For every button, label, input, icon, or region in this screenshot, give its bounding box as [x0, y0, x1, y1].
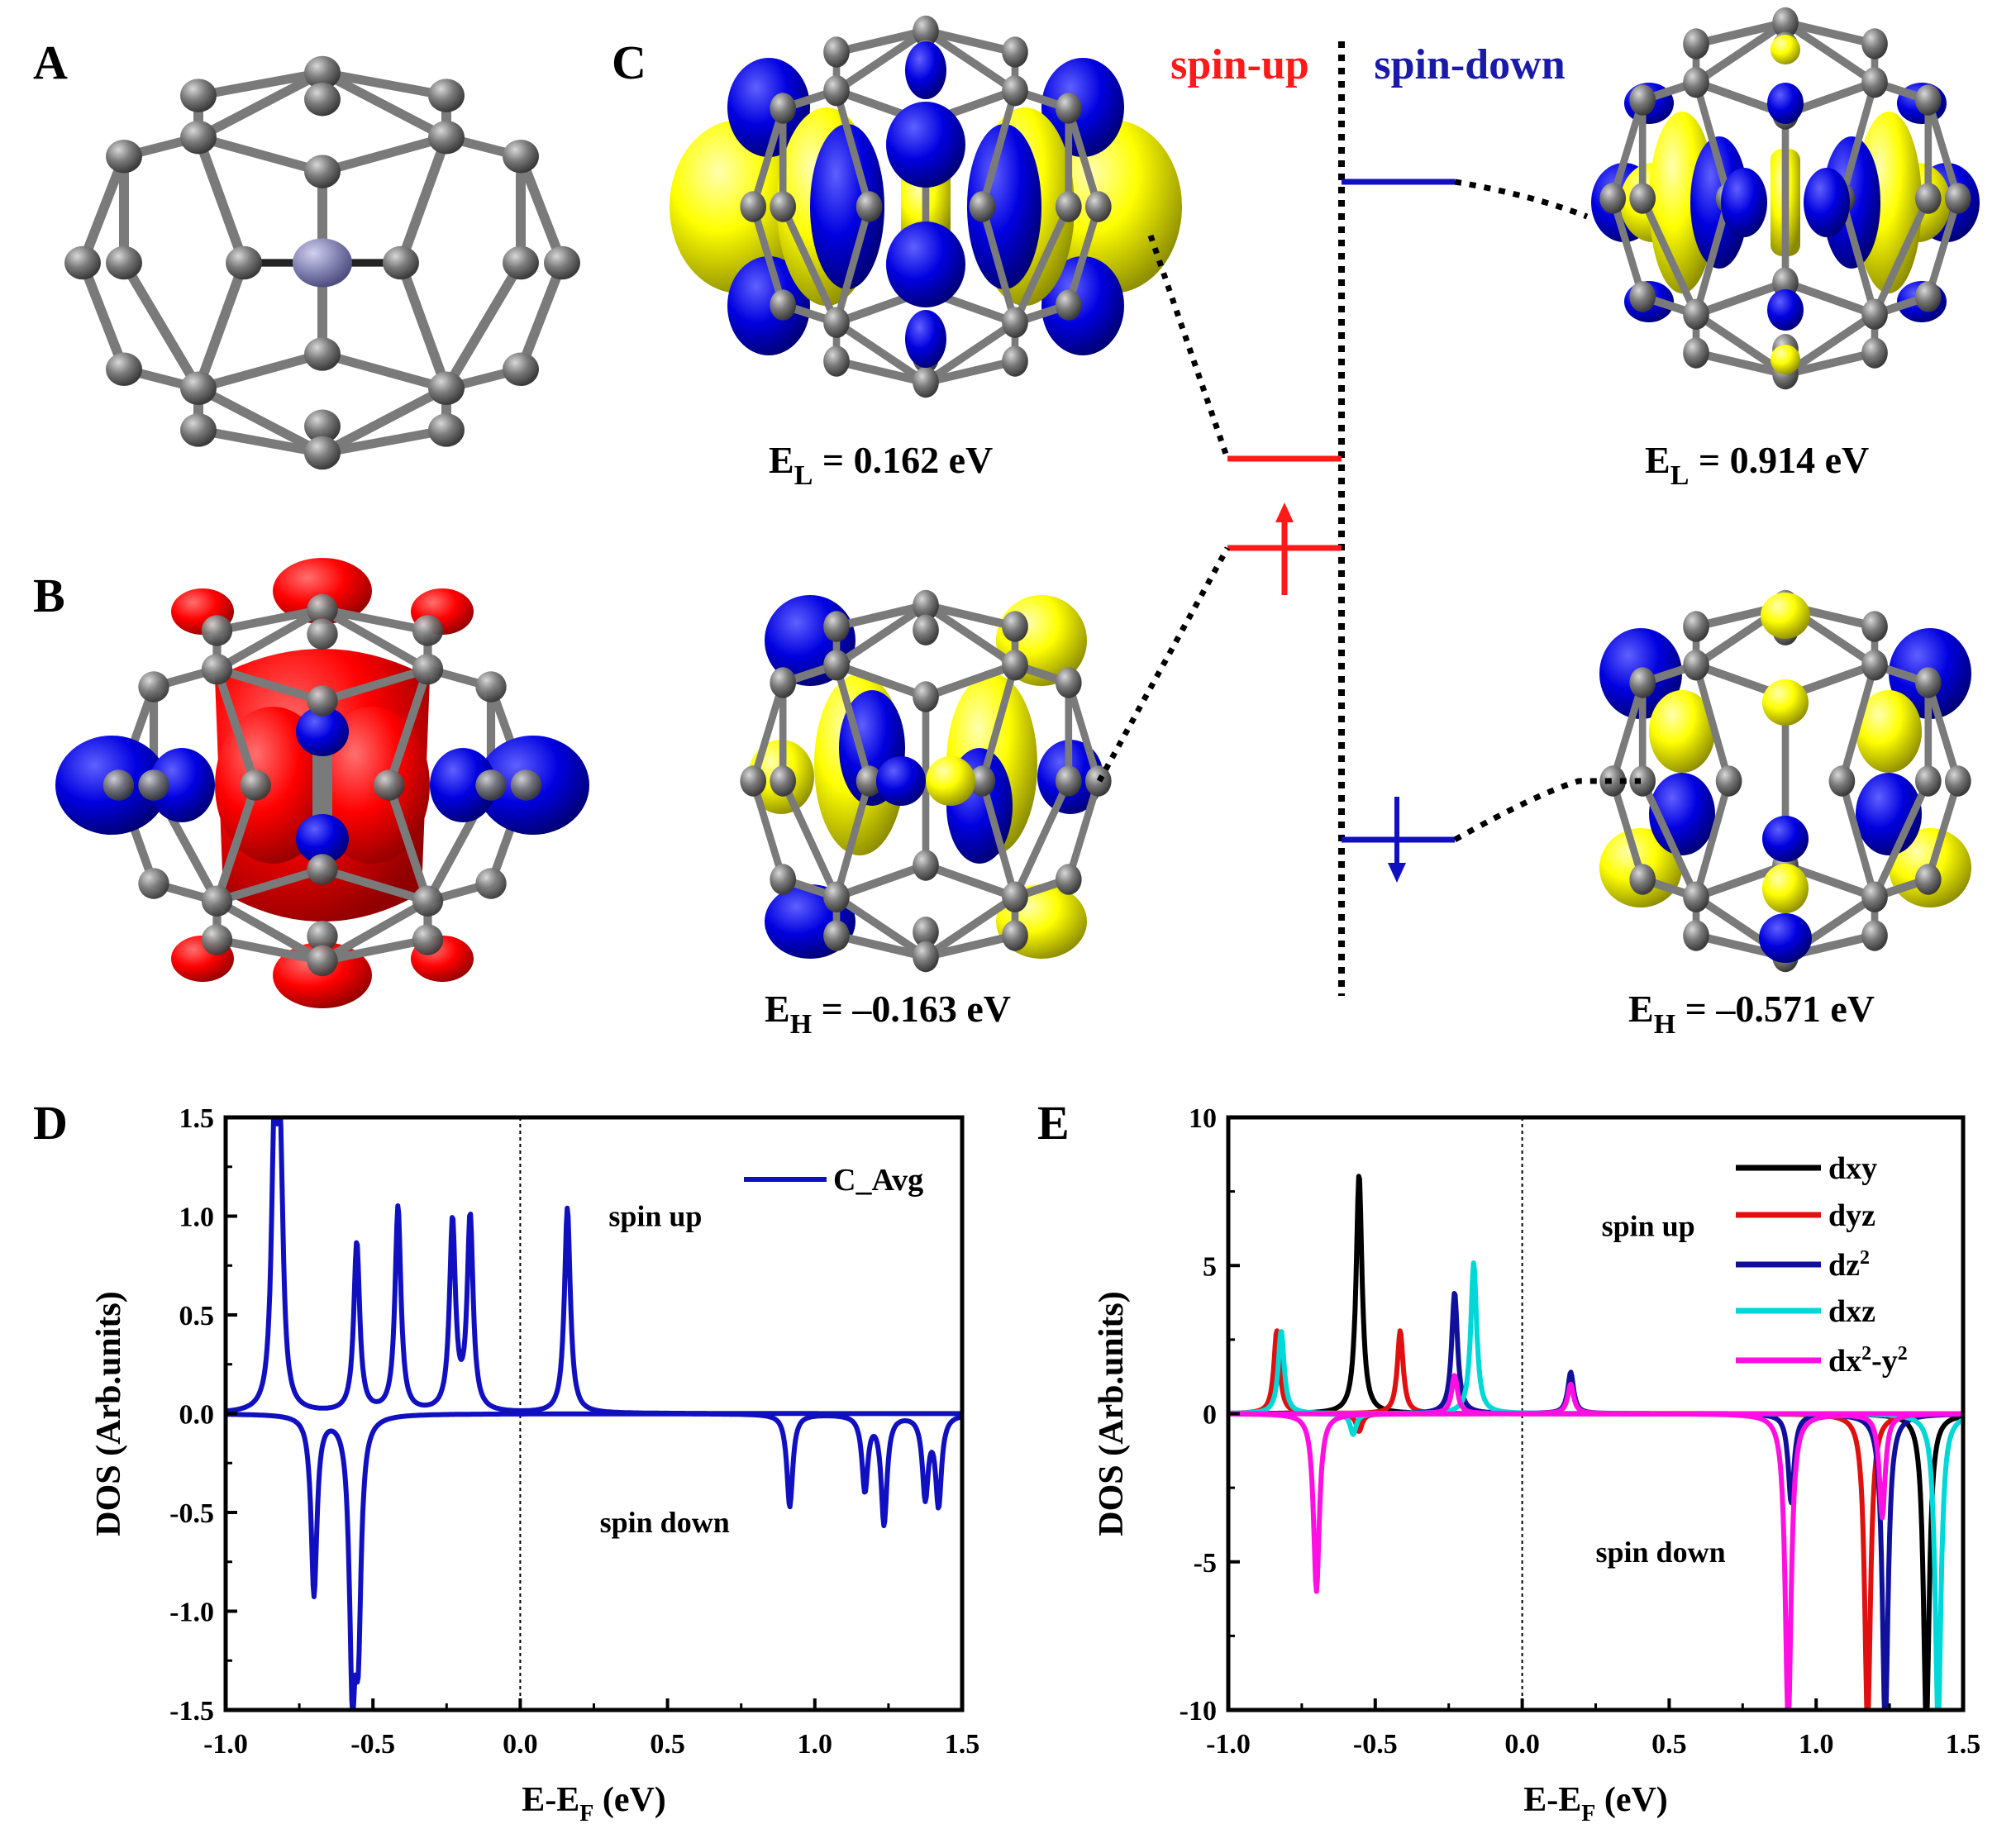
annotation-spin-down: spin down	[600, 1506, 730, 1539]
x-tick-label: 0.5	[1651, 1729, 1687, 1760]
y-tick-label: -0.5	[169, 1498, 214, 1529]
legend-label-dx2-y2: dx2-y2	[1828, 1343, 1908, 1379]
x-tick-label: -0.5	[1353, 1729, 1398, 1760]
annotation-spin-up: spin up	[1602, 1209, 1695, 1242]
orbital-spin-up-homo-image	[740, 590, 1111, 972]
x-tick-label: 1.0	[798, 1729, 833, 1760]
y-tick-label: 0	[1203, 1400, 1217, 1431]
y-tick-label: -10	[1180, 1696, 1217, 1727]
energy-label-spin-down-lumo: EL = 0.914 eV	[1645, 439, 1869, 491]
dos-curve-dxz-down	[1228, 1411, 1963, 1710]
panel-b: B	[33, 558, 589, 1008]
legend-label: C_Avg	[833, 1163, 923, 1198]
panel-label-b: B	[33, 569, 65, 622]
y-tick-label: 1.0	[179, 1203, 215, 1233]
dos-curve-dxy-down	[1228, 1411, 1963, 1710]
dos-curve-dx2-y2-down	[1228, 1411, 1963, 1710]
dos-curve-dxz-up	[1228, 1260, 1963, 1417]
y-tick-label: 10	[1189, 1103, 1217, 1134]
panel-label-c: C	[612, 36, 646, 89]
connector-up-homo	[1096, 546, 1231, 783]
legend-label-dyz: dyz	[1828, 1198, 1875, 1233]
y-tick-label: -1.5	[169, 1696, 214, 1727]
y-tick-label: 5	[1203, 1251, 1217, 1282]
orbital-spin-up-lumo-image	[670, 16, 1182, 398]
x-tick-label: 0.0	[1504, 1729, 1540, 1760]
x-tick-label: 1.0	[1799, 1729, 1834, 1760]
annotation-spin-down: spin down	[1596, 1536, 1726, 1569]
energy-level-diagram: spin-up spin-down	[1096, 41, 1641, 996]
connector-down-lumo	[1454, 179, 1589, 220]
panel-label-a: A	[33, 36, 68, 89]
x-tick-label: 0.0	[503, 1729, 538, 1760]
x-tick-label: 1.5	[945, 1729, 980, 1760]
x-tick-label: -1.0	[1206, 1729, 1251, 1760]
energy-label-spin-up-homo: EH = –0.163 eV	[765, 988, 1011, 1040]
spin-up-arrow-icon	[1275, 502, 1294, 595]
dos-chart-c-avg: -1.0 -0.5 0.0 0.5 1.0 1.5 1.5 1.0 0.5 0.0 -0.5 -1.0…	[90, 1103, 980, 1827]
annotation-spin-up: spin up	[608, 1199, 702, 1232]
x-axis-title: E-EF (eV)	[522, 1781, 666, 1827]
plot-area	[226, 1117, 962, 1710]
x-tick-label: -1.0	[203, 1729, 248, 1760]
y-tick-label: -1.0	[169, 1598, 214, 1628]
y-axis-title: DOS (Arb.units)	[90, 1291, 128, 1536]
x-axis-title: E-EF (eV)	[1523, 1781, 1668, 1827]
legend: C_Avg	[744, 1163, 923, 1198]
legend-label-dxy: dxy	[1828, 1151, 1877, 1186]
spin-down-title: spin-down	[1374, 41, 1565, 88]
legend-label-dz2: dz2	[1828, 1247, 1870, 1283]
panel-d: D -1.0 -0.5 0.0 0.5 1.0 1.51.51.00.50.0-0.5-1…	[33, 1096, 979, 1827]
y-tick-label: 0.0	[179, 1400, 215, 1431]
orbital-spin-down-homo-image	[1599, 590, 1971, 972]
cage-structure-image	[64, 55, 580, 470]
panel-label-e: E	[1037, 1096, 1070, 1150]
panel-label-d: D	[33, 1096, 68, 1150]
energy-label-spin-down-homo: EH = –0.571 eV	[1628, 988, 1875, 1040]
y-tick-label: -5	[1194, 1548, 1217, 1579]
panel-c: C EL = 0.162 eV	[612, 7, 1980, 1040]
orbital-spin-down-lumo-image	[1591, 7, 1980, 389]
metal-atom-icon	[293, 238, 352, 288]
panel-e: E -1.0 -0.5 0.0 0.5 1.0 1.5 10 5 0 -5 -10 E-EF (eV)…	[1037, 1096, 1980, 1827]
dos-curve-C_Avg-up	[226, 1117, 962, 1417]
dos-curve-dz2-down	[1228, 1411, 1963, 1710]
dos-chart-d-orbitals: -1.0 -0.5 0.0 0.5 1.0 1.5 10 5 0 -5 -10 E-EF (eV) DO…	[1093, 1103, 1980, 1827]
spin-up-title: spin-up	[1170, 41, 1309, 88]
y-axis-title: DOS (Arb.units)	[1093, 1291, 1131, 1536]
spin-down-arrow-icon	[1388, 797, 1406, 883]
dos-curve-dyz-down	[1228, 1411, 1963, 1710]
energy-label-spin-up-lumo: EL = 0.162 eV	[769, 439, 993, 491]
x-tick-label: 0.5	[650, 1729, 685, 1760]
dos-curve-C_Avg-down	[226, 1411, 962, 1710]
x-tick-label: -0.5	[350, 1729, 395, 1760]
y-tick-label: 1.5	[179, 1103, 215, 1134]
legend: dxy dyz dz2 dxz dx2-y2	[1736, 1151, 1908, 1379]
connector-up-lumo	[1147, 234, 1231, 460]
spin-density-image	[55, 558, 589, 1008]
x-tick-label: 1.5	[1946, 1729, 1981, 1760]
plot-area	[1228, 1174, 1963, 1710]
y-tick-label: 0.5	[179, 1301, 215, 1331]
legend-label-dxz: dxz	[1828, 1294, 1875, 1329]
panel-a: A	[33, 36, 580, 470]
